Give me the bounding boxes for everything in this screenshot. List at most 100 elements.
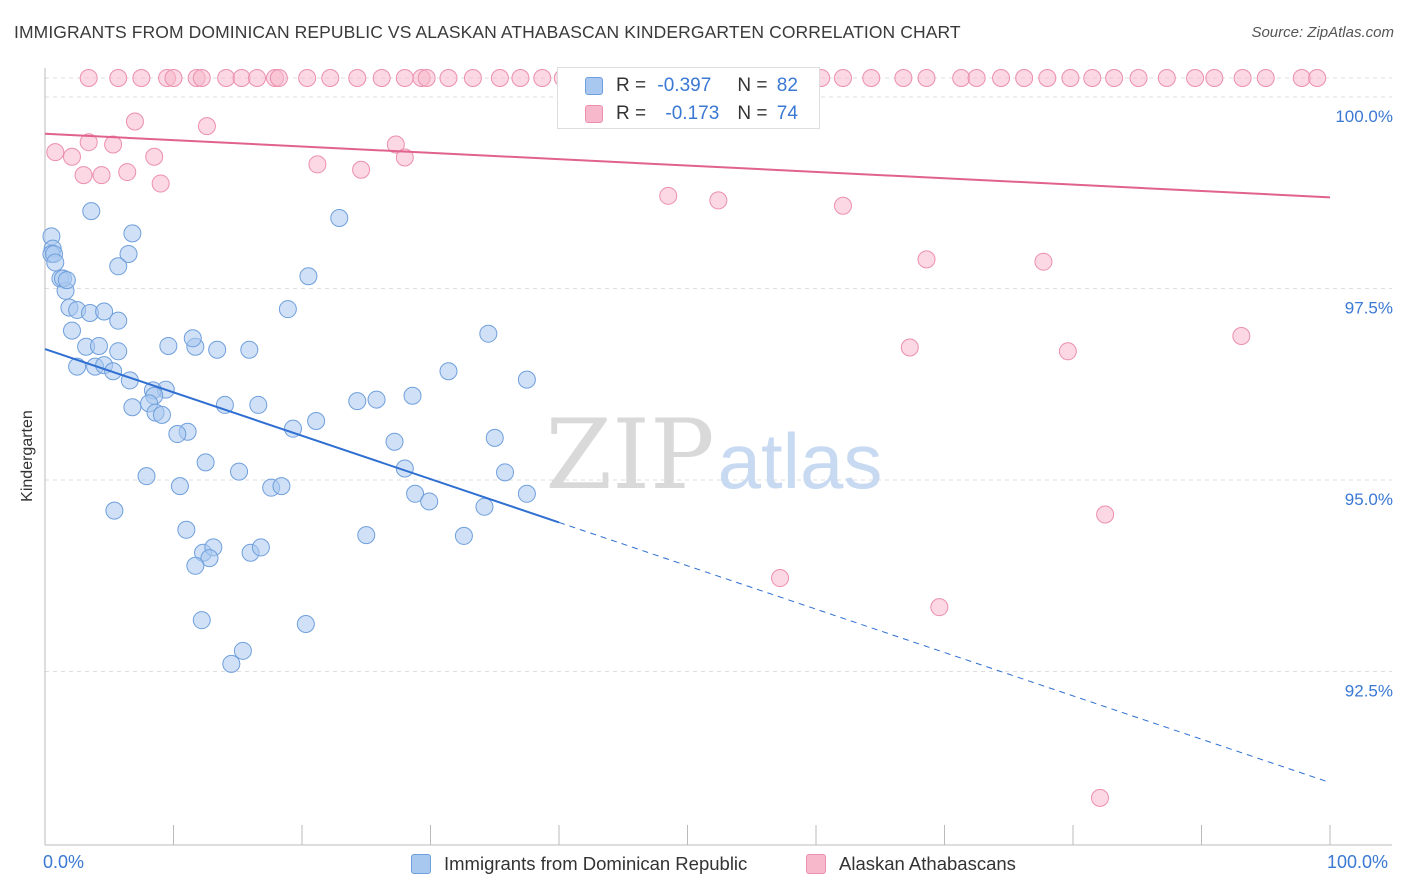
- data-point: [79, 69, 98, 87]
- data-point: [119, 245, 138, 264]
- data-point: [183, 329, 202, 348]
- data-point: [233, 641, 252, 660]
- data-point: [1090, 788, 1109, 807]
- legend-n-value-blue: 82: [776, 75, 798, 96]
- data-point: [1205, 69, 1224, 87]
- data-point: [330, 209, 349, 228]
- bottom-legend-pink: Alaskan Athabascans: [806, 852, 1016, 876]
- data-point: [123, 224, 142, 243]
- data-point: [403, 386, 422, 405]
- data-point: [1038, 69, 1057, 87]
- data-point: [307, 412, 326, 431]
- data-point: [249, 395, 268, 414]
- data-point: [485, 428, 504, 447]
- data-point: [298, 69, 317, 87]
- data-point: [123, 398, 142, 417]
- data-point: [272, 477, 291, 496]
- data-point: [200, 549, 219, 568]
- data-point: [1034, 252, 1053, 271]
- data-point: [125, 112, 144, 131]
- trend-line-blue: [44, 348, 560, 524]
- blue-points: [42, 202, 536, 673]
- legend-r-value-pink: -0.173: [665, 103, 720, 124]
- watermark-atlas: atlas: [718, 417, 883, 505]
- data-point: [1015, 69, 1034, 87]
- data-point: [348, 69, 367, 87]
- data-point: [46, 253, 65, 272]
- data-point: [222, 654, 241, 673]
- data-point: [406, 484, 425, 503]
- data-point: [192, 69, 211, 87]
- data-point: [395, 69, 414, 87]
- data-point: [248, 69, 267, 87]
- data-point: [1186, 69, 1205, 87]
- data-point: [62, 321, 81, 340]
- data-point: [164, 69, 183, 87]
- data-point: [967, 69, 986, 87]
- data-point: [395, 148, 414, 167]
- data-point: [894, 69, 913, 87]
- data-point: [417, 69, 436, 87]
- y-tick-label: 100.0%: [1335, 107, 1393, 126]
- bottom-legend-blue: Immigrants from Dominican Republic: [411, 852, 747, 876]
- data-point: [348, 392, 367, 411]
- data-point: [168, 425, 187, 444]
- data-point: [1105, 69, 1124, 87]
- data-point: [62, 147, 81, 166]
- data-point: [1308, 69, 1327, 87]
- data-point: [386, 135, 405, 154]
- bottom-legend-label-pink: Alaskan Athabascans: [839, 853, 1016, 874]
- data-point: [269, 69, 288, 87]
- data-point: [1157, 69, 1176, 87]
- data-point: [284, 419, 303, 438]
- x-tick-label-max: 100.0%: [1327, 852, 1389, 872]
- data-point: [900, 338, 919, 357]
- watermark: ZIP atlas: [545, 399, 882, 511]
- data-point: [533, 69, 552, 87]
- data-point: [68, 357, 87, 376]
- data-point: [496, 463, 515, 482]
- bottom-legend-swatch-pink: [806, 854, 826, 874]
- data-point: [170, 477, 189, 496]
- data-point: [92, 166, 111, 185]
- bottom-legend-label-blue: Immigrants from Dominican Republic: [444, 853, 748, 874]
- legend-n-value-pink: 74: [776, 103, 798, 124]
- data-point: [917, 250, 936, 269]
- data-point: [352, 160, 371, 179]
- data-point: [517, 370, 536, 389]
- data-point: [278, 300, 297, 319]
- data-point: [385, 432, 404, 451]
- data-point: [1232, 326, 1251, 345]
- data-point: [109, 342, 128, 361]
- data-point: [230, 462, 249, 481]
- y-tick-label: 97.5%: [1345, 299, 1393, 318]
- y-tick-label: 92.5%: [1345, 682, 1393, 701]
- data-point: [196, 453, 215, 472]
- data-point: [197, 117, 216, 136]
- legend-swatch-blue: [585, 77, 603, 95]
- correlation-legend: R = -0.397 N = 82 R = -0.173 N = 74: [557, 67, 820, 129]
- data-point: [771, 569, 790, 588]
- bottom-legend-swatch-blue: [411, 854, 431, 874]
- legend-swatch-pink: [585, 105, 603, 123]
- data-point: [251, 538, 270, 557]
- data-point: [217, 69, 236, 87]
- data-point: [709, 191, 728, 210]
- data-point: [992, 69, 1011, 87]
- trend-line-blue-extension: [558, 521, 1331, 784]
- data-point: [145, 147, 164, 166]
- data-point: [137, 467, 156, 486]
- data-point: [74, 166, 93, 185]
- data-point: [240, 340, 259, 359]
- data-point: [95, 302, 114, 321]
- data-point: [104, 135, 123, 154]
- data-point: [1129, 69, 1148, 87]
- data-point: [118, 163, 137, 182]
- data-point: [1096, 505, 1115, 524]
- data-point: [132, 69, 151, 87]
- data-point: [152, 405, 171, 424]
- data-point: [1233, 69, 1252, 87]
- data-point: [109, 311, 128, 330]
- legend-r-label: R =: [616, 103, 647, 124]
